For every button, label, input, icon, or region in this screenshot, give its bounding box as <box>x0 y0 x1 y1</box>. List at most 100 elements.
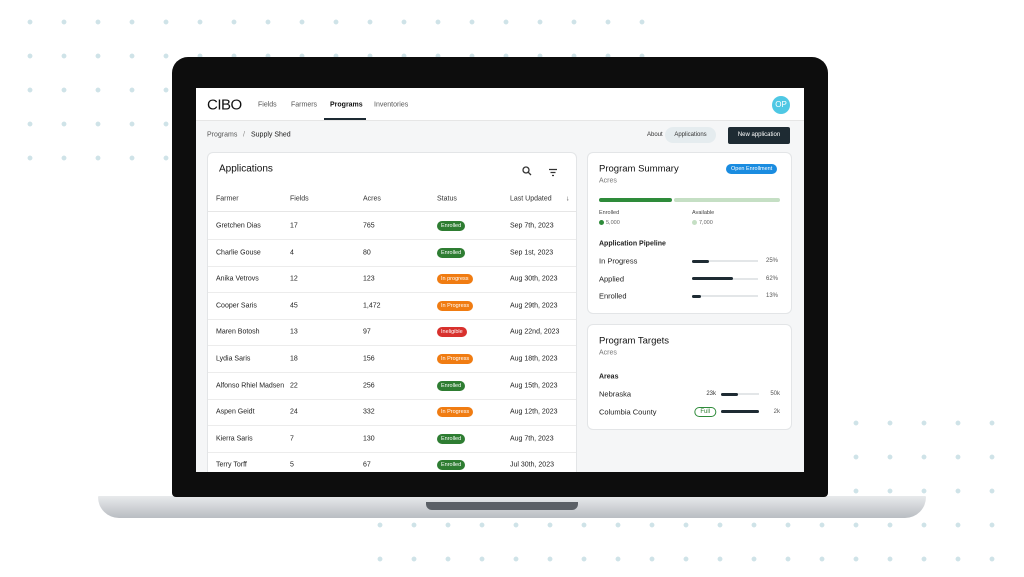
acres: 130 <box>363 435 375 443</box>
fields-count: 7 <box>290 435 294 443</box>
card-title: Program Targets <box>599 335 670 347</box>
acres: 332 <box>363 408 375 416</box>
fields-count: 17 <box>290 222 298 230</box>
fields-count: 12 <box>290 275 298 283</box>
farmer-name: Alfonso Rhiel Madsen <box>216 382 285 390</box>
fields-count: 18 <box>290 355 298 363</box>
legend-label: Available <box>692 210 715 216</box>
status-badge: In progress <box>437 274 473 285</box>
status-badge: In Progress <box>437 354 474 364</box>
pipeline-label: In Progress <box>599 256 638 266</box>
last-updated: Aug 18th, 2023 <box>510 355 558 363</box>
last-updated: Sep 7th, 2023 <box>510 222 554 230</box>
column-header[interactable]: Status <box>437 195 457 203</box>
bar-track <box>692 295 758 297</box>
status-badge: Enrolled <box>437 460 466 471</box>
farmer-name: Cooper Saris <box>216 302 257 310</box>
card-subtitle: Acres <box>599 349 617 357</box>
pipeline-label: Enrolled <box>599 291 627 301</box>
legend-value: 5,000 <box>606 220 620 226</box>
area-current: Full <box>694 406 716 417</box>
applications-card: Applications Farmer Fields Acres Status Last … <box>207 152 577 472</box>
area-name: Nebraska <box>599 389 632 399</box>
fields-count: 45 <box>290 302 298 310</box>
legend-value: 7,000 <box>699 220 713 226</box>
breadcrumb-current: Supply Shed <box>251 131 291 139</box>
fields-count: 13 <box>290 328 298 336</box>
legend-label: Enrolled <box>599 210 620 216</box>
column-header[interactable]: Last Updated <box>510 195 552 203</box>
row-divider <box>208 451 576 453</box>
last-updated: Aug 15th, 2023 <box>510 382 558 390</box>
search-icon[interactable] <box>522 163 532 176</box>
nav-link[interactable]: Fields <box>258 101 277 109</box>
bar-fill <box>721 392 739 396</box>
column-header[interactable]: Fields <box>290 195 309 203</box>
legend-dot <box>692 220 697 225</box>
bar-fill <box>692 259 709 263</box>
row-divider <box>208 265 576 267</box>
bar-track <box>692 260 758 262</box>
last-updated: Aug 30th, 2023 <box>510 275 558 283</box>
last-updated: Aug 12th, 2023 <box>510 408 558 416</box>
nav-bar <box>196 88 804 121</box>
sort-arrow: ↓ <box>566 195 570 203</box>
fields-count: 4 <box>290 249 294 257</box>
tab-applications[interactable]: Applications <box>665 127 716 143</box>
nav-link[interactable]: Farmers <box>291 101 318 109</box>
area-target: 2k <box>773 408 780 415</box>
column-header[interactable]: Acres <box>363 195 381 203</box>
section-title: Areas <box>599 373 619 381</box>
progress-segment <box>599 198 673 202</box>
breadcrumb-link[interactable]: Programs <box>207 131 238 139</box>
filter-icon[interactable] <box>548 164 558 177</box>
row-divider <box>208 239 576 240</box>
bar-fill <box>721 410 759 413</box>
fields-count: 5 <box>290 461 294 469</box>
last-updated: Aug 7th, 2023 <box>510 435 554 443</box>
farmer-name: Maren Botosh <box>216 328 260 336</box>
bar-fill <box>692 277 733 280</box>
row-divider <box>208 425 576 427</box>
last-updated: Aug 29th, 2023 <box>510 302 558 310</box>
farmer-name: Terry Torff <box>216 461 247 469</box>
acres: 765 <box>363 222 375 230</box>
fields-count: 24 <box>290 408 298 416</box>
farmer-name: Aspen Geidt <box>216 408 255 416</box>
status-badge: Open Enrollment <box>726 164 778 174</box>
farmer-name: Charlie Gouse <box>216 249 261 257</box>
row-divider <box>208 398 576 400</box>
acres: 156 <box>363 355 375 363</box>
last-updated: Aug 22nd, 2023 <box>510 328 560 336</box>
status-badge: Enrolled <box>437 380 466 391</box>
row-divider <box>208 318 576 320</box>
last-updated: Sep 1st, 2023 <box>510 249 554 257</box>
acres: 67 <box>363 461 371 469</box>
avatar[interactable]: OP <box>772 96 790 114</box>
progress-segment <box>674 198 780 202</box>
tab-about[interactable]: About <box>647 132 663 138</box>
farmer-name: Kierra Saris <box>216 435 253 443</box>
new-application-button[interactable]: New application <box>728 127 790 144</box>
nav-link[interactable]: Programs <box>330 101 363 109</box>
acres: 97 <box>363 328 371 336</box>
acres: 123 <box>363 275 375 283</box>
header-divider <box>208 211 576 212</box>
status-badge: Enrolled <box>437 247 466 258</box>
pipeline-value: 62% <box>765 275 778 282</box>
farmer-name: Lydia Saris <box>216 355 251 363</box>
farmer-name: Anika Vetrovs <box>216 275 259 283</box>
column-header[interactable]: Farmer <box>216 195 239 203</box>
summary-card: Program Summary Acres Open Enrollment Enrol… <box>587 152 792 314</box>
status-badge: In Progress <box>437 407 474 418</box>
farmer-name: Gretchen Dias <box>216 222 261 230</box>
fields-count: 22 <box>290 382 298 390</box>
nav-link[interactable]: Inventories <box>374 101 409 109</box>
screen: CIBO Fields Farmers Programs Inventories OP Pr… <box>196 88 804 472</box>
targets-card: Program Targets Acres Areas Nebraska 23k 50k C… <box>587 324 792 430</box>
breadcrumb-sep: / <box>243 131 245 139</box>
section-title: Application Pipeline <box>599 240 666 248</box>
area-name: Columbia County <box>599 407 657 416</box>
last-updated: Jul 30th, 2023 <box>510 461 554 469</box>
